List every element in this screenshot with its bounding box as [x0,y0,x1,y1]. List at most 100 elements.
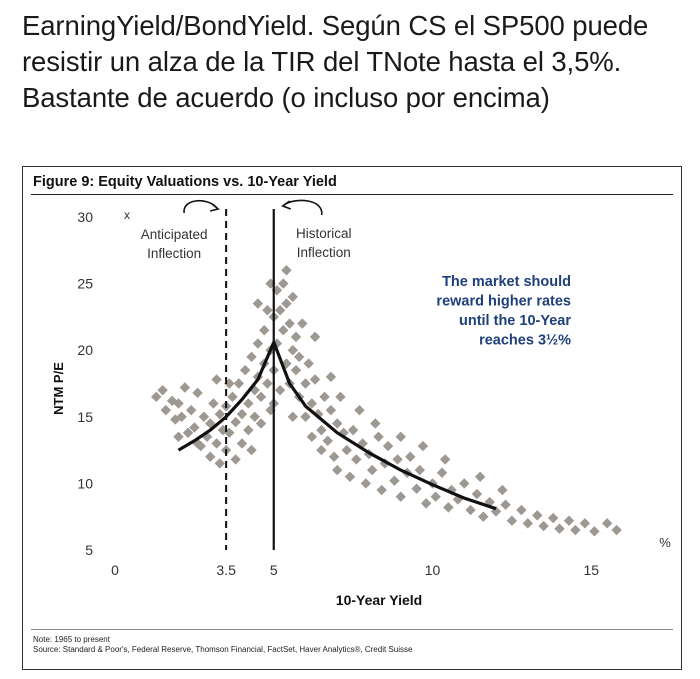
data-point [316,444,327,456]
data-point [478,511,489,522]
data-point [440,454,451,465]
data-point [414,464,425,476]
data-point [325,371,337,383]
data-point [214,408,225,420]
data-point [500,499,511,510]
historical-arrowhead [281,200,292,210]
data-point [392,454,403,465]
data-point [208,398,219,409]
data-point [211,438,222,449]
data-point [192,387,203,399]
data-point [259,325,270,336]
data-point [205,418,216,429]
x-tick-label: 0 [111,562,119,578]
title-rule [31,194,673,195]
data-point [262,378,273,389]
data-point [563,515,575,526]
data-point [306,431,318,442]
y-tick-label: 15 [77,409,93,425]
data-point [300,378,311,389]
data-point [313,408,324,420]
data-point [370,418,381,429]
data-point [465,504,476,516]
data-point [506,515,518,526]
data-point [443,502,454,513]
data-point [252,298,264,309]
data-point [243,424,254,436]
data-point [173,398,184,409]
data-point [230,454,241,465]
data-point [471,488,483,500]
data-point [430,491,441,502]
data-point [151,391,162,403]
data-point [395,491,406,502]
data-point [290,364,302,376]
data-point [284,318,295,329]
y-axis-title: NTM P/E [51,362,66,415]
data-point [309,331,321,343]
data-point [373,431,384,442]
data-point [516,504,527,516]
data-point [344,471,356,482]
data-point [589,526,600,537]
data-point [243,398,254,409]
data-point [230,416,241,428]
data-point [474,471,486,482]
y-unit-label: x [124,208,130,222]
figure-panel: Figure 9: Equity Valuations vs. 10-Year … [22,166,682,670]
historical-inflection-label: Historical Inflection [296,226,352,260]
figure-source: Source: Standard & Poor's, Federal Reser… [33,645,413,654]
data-point [293,351,305,363]
data-point [522,518,533,529]
data-point [287,345,298,356]
data-point [262,305,273,316]
trend-curve [177,340,497,511]
data-point [332,464,343,476]
data-point [249,411,260,422]
data-point [211,374,222,385]
data-point [274,305,286,316]
data-point [420,498,432,509]
data-point [274,384,286,396]
y-tick-label: 30 [77,209,93,225]
data-point [538,520,549,532]
y-tick-label: 10 [77,475,93,491]
data-point [309,374,321,385]
data-point [405,451,416,462]
data-point [252,338,264,349]
data-point [382,440,394,452]
data-point [236,438,248,449]
figure-note: Note: 1965 to present [33,635,110,644]
data-point [417,440,429,452]
footnote-rule [31,629,673,630]
data-point [335,391,346,403]
data-point [281,298,292,309]
data-point [160,404,171,416]
data-point [554,523,565,534]
y-tick-label: 25 [77,276,93,292]
data-point [319,391,330,403]
data-point [233,378,245,389]
anticipated-arrowhead [209,203,220,212]
headline: EarningYield/BondYield. Según CS el SP50… [22,10,649,113]
y-tick-label: 20 [77,342,93,358]
data-point [281,265,292,276]
data-point [532,510,543,521]
market-annotation: The market should reward higher rates unti… [436,274,571,349]
y-tick-label: 5 [85,542,93,558]
data-point [395,431,406,442]
data-point [287,291,298,303]
x-tick-label: 15 [583,562,599,578]
data-point [436,467,448,478]
data-point [227,391,238,403]
data-point [287,411,298,422]
scatter-chart: 5 10 15 20 25 30 x 0 3.5 5 10 15% 10-Year Yield NTM P… [51,199,671,608]
data-point [182,427,194,438]
data-point [255,418,267,429]
data-point [290,331,302,343]
data-point [186,404,197,416]
data-point [354,404,365,416]
footnotes: Note: 1965 to present Source: Standard &… [33,635,412,655]
data-point [205,451,216,462]
data-point [246,444,257,456]
